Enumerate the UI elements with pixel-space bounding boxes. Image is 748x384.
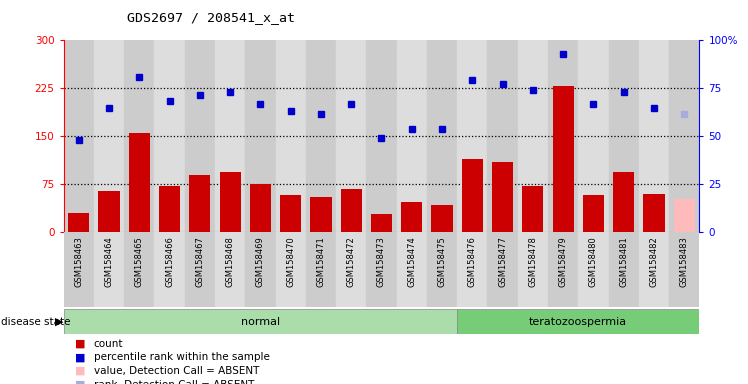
Bar <box>94 232 124 307</box>
Bar <box>522 186 544 232</box>
Bar <box>492 162 513 232</box>
Bar <box>245 232 275 307</box>
Text: GSM158467: GSM158467 <box>195 236 204 287</box>
Bar <box>613 172 634 232</box>
Bar <box>275 40 306 232</box>
Bar <box>306 40 336 232</box>
Text: GSM158481: GSM158481 <box>619 236 628 287</box>
Text: rank, Detection Call = ABSENT: rank, Detection Call = ABSENT <box>94 380 254 384</box>
Bar <box>457 232 488 307</box>
Bar <box>154 40 185 232</box>
Bar <box>639 232 669 307</box>
Bar <box>64 309 457 334</box>
Bar <box>643 194 664 232</box>
Text: GSM158466: GSM158466 <box>165 236 174 287</box>
Text: GSM158473: GSM158473 <box>377 236 386 287</box>
Bar <box>609 40 639 232</box>
Text: disease state: disease state <box>1 316 71 327</box>
Bar <box>185 232 215 307</box>
Bar <box>124 232 154 307</box>
Text: ▶: ▶ <box>55 316 63 327</box>
Bar <box>457 40 488 232</box>
Text: GSM158476: GSM158476 <box>468 236 476 287</box>
Bar <box>336 232 367 307</box>
Text: GSM158463: GSM158463 <box>74 236 83 287</box>
Text: ■: ■ <box>75 353 85 362</box>
Text: GSM158468: GSM158468 <box>226 236 235 287</box>
Bar <box>310 197 331 232</box>
Bar <box>609 232 639 307</box>
Bar <box>215 232 245 307</box>
Text: value, Detection Call = ABSENT: value, Detection Call = ABSENT <box>94 366 259 376</box>
Text: ■: ■ <box>75 339 85 349</box>
Bar <box>669 232 699 307</box>
Text: GSM158477: GSM158477 <box>498 236 507 287</box>
Text: GSM158482: GSM158482 <box>649 236 658 287</box>
Text: GSM158464: GSM158464 <box>105 236 114 287</box>
Bar <box>674 199 695 232</box>
Bar <box>367 40 396 232</box>
Bar <box>488 40 518 232</box>
Text: GSM158472: GSM158472 <box>347 236 356 287</box>
Bar <box>583 195 604 232</box>
Bar <box>488 232 518 307</box>
Bar <box>548 40 578 232</box>
Text: GSM158483: GSM158483 <box>680 236 689 287</box>
Bar <box>154 232 185 307</box>
Text: percentile rank within the sample: percentile rank within the sample <box>94 353 269 362</box>
Text: GDS2697 / 208541_x_at: GDS2697 / 208541_x_at <box>127 12 295 25</box>
Text: ■: ■ <box>75 366 85 376</box>
Bar <box>340 189 362 232</box>
Text: count: count <box>94 339 123 349</box>
Bar <box>396 232 427 307</box>
Text: GSM158479: GSM158479 <box>559 236 568 287</box>
Text: GSM158475: GSM158475 <box>438 236 447 287</box>
Bar <box>245 40 275 232</box>
Bar <box>518 232 548 307</box>
Bar <box>396 40 427 232</box>
Bar <box>371 214 392 232</box>
Bar <box>215 40 245 232</box>
Bar <box>548 232 578 307</box>
Bar <box>669 40 699 232</box>
Text: GSM158474: GSM158474 <box>407 236 416 287</box>
Text: ■: ■ <box>75 380 85 384</box>
Bar <box>129 133 150 232</box>
Text: teratozoospermia: teratozoospermia <box>530 316 628 327</box>
Bar <box>306 232 336 307</box>
Bar <box>336 40 367 232</box>
Bar <box>427 40 457 232</box>
Bar <box>64 232 94 307</box>
Bar <box>367 232 396 307</box>
Text: GSM158480: GSM158480 <box>589 236 598 287</box>
Bar <box>578 232 609 307</box>
Text: GSM158470: GSM158470 <box>286 236 295 287</box>
Text: GSM158469: GSM158469 <box>256 236 265 287</box>
Bar <box>185 40 215 232</box>
Text: normal: normal <box>241 316 280 327</box>
Bar <box>578 40 609 232</box>
Bar <box>457 309 699 334</box>
Bar <box>639 40 669 232</box>
Text: GSM158478: GSM158478 <box>528 236 537 287</box>
Bar <box>159 186 180 232</box>
Bar <box>275 232 306 307</box>
Bar <box>219 172 241 232</box>
Bar <box>432 205 453 232</box>
Bar <box>124 40 154 232</box>
Bar <box>68 213 89 232</box>
Text: GSM158471: GSM158471 <box>316 236 325 287</box>
Bar <box>64 40 94 232</box>
Bar <box>99 191 120 232</box>
Bar <box>401 202 423 232</box>
Bar <box>462 159 483 232</box>
Bar <box>280 195 301 232</box>
Bar <box>427 232 457 307</box>
Text: GSM158465: GSM158465 <box>135 236 144 287</box>
Bar <box>553 86 574 232</box>
Bar <box>189 175 210 232</box>
Bar <box>94 40 124 232</box>
Bar <box>250 184 271 232</box>
Bar <box>518 40 548 232</box>
